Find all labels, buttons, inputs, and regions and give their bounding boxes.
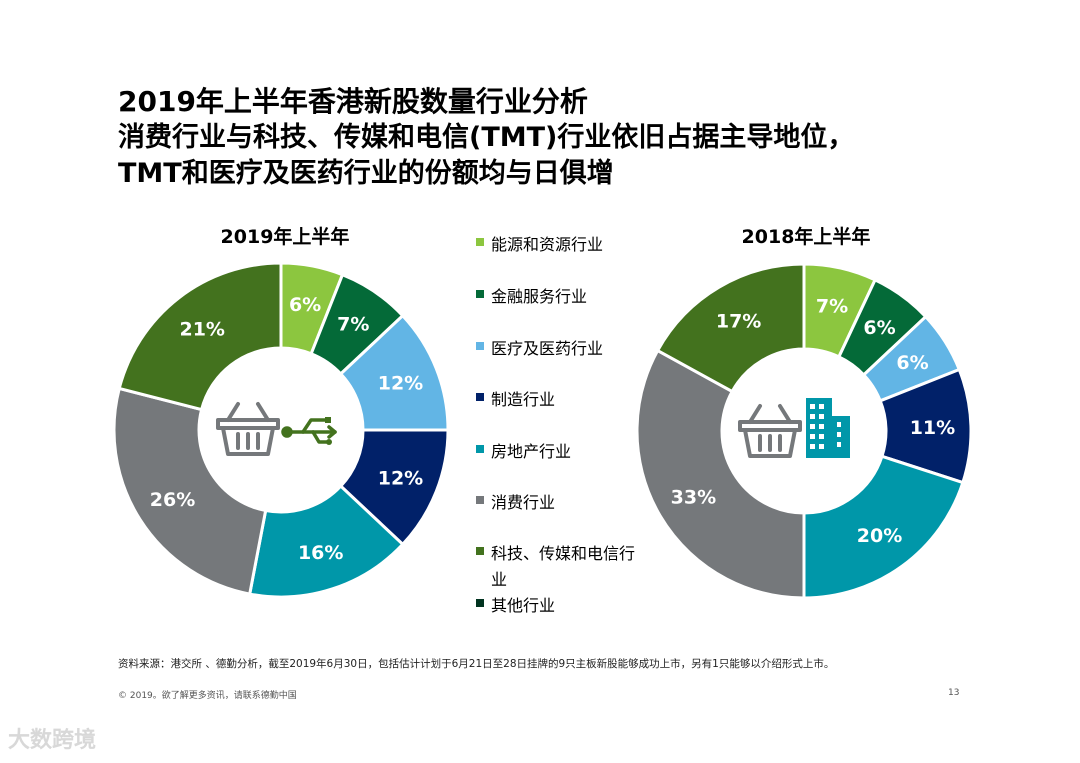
data-label: 20% xyxy=(857,525,902,547)
data-label: 33% xyxy=(671,486,716,508)
title-block: 2019年上半年香港新股数量行业分析 消费行业与科技、传媒和电信(TMT)行业依… xyxy=(118,84,854,192)
legend-label: 科技、传媒和电信行业 xyxy=(491,544,636,589)
donut-hole xyxy=(723,350,885,512)
data-label: 21% xyxy=(179,318,224,340)
pie-slice-tmt xyxy=(117,261,283,412)
legend-label: 制造行业 xyxy=(491,390,556,409)
legend-label: 金融服务行业 xyxy=(491,287,588,306)
legend-swatch xyxy=(476,496,484,504)
chart-title-2019: 2019年上半年 xyxy=(220,226,350,248)
pie-slice-consumer xyxy=(635,348,806,600)
page-subtitle-line1: 消费行业与科技、传媒和电信(TMT)行业依旧占据主导地位， xyxy=(118,122,855,153)
data-label: 26% xyxy=(150,489,195,511)
legend-swatch xyxy=(476,290,484,298)
pie-chart-2018: 7% 6%6% 11% 20% 33% 17% xyxy=(635,262,973,600)
pie-slice-realestate xyxy=(247,484,405,599)
legend-label: 其他行业 xyxy=(491,596,556,615)
chart-title-2018: 2018年上半年 xyxy=(741,226,871,248)
data-label: 6% xyxy=(289,294,321,316)
basket-icon xyxy=(216,402,280,456)
data-label: 6% xyxy=(863,317,895,339)
data-label: 7% xyxy=(816,296,848,318)
basket-icon xyxy=(738,404,802,458)
pie-slice-consumer xyxy=(112,386,268,596)
data-label: 7% xyxy=(337,314,369,336)
page-subtitle-line2: TMT和医疗及医药行业的份额均与日俱增 xyxy=(118,158,614,189)
page-number: 13 xyxy=(948,688,960,698)
footer-copyright: © 2019。欲了解更多资讯，请联系德勤中国 xyxy=(118,691,297,701)
pie-slice-tmt xyxy=(655,262,806,394)
legend-label: 消费行业 xyxy=(491,493,556,512)
watermark: 大数跨境 xyxy=(8,728,97,753)
page-title: 2019年上半年香港新股数量行业分析 xyxy=(118,85,588,118)
pie-chart-2019: 6% 7% 12% 12% 16% 26% 21% xyxy=(112,261,450,599)
data-label: 6% xyxy=(896,352,928,374)
legend-swatch xyxy=(476,547,484,555)
data-label: 16% xyxy=(298,542,343,564)
legend-swatch xyxy=(476,445,484,453)
data-label: 12% xyxy=(378,373,423,395)
usb-icon xyxy=(281,417,337,445)
legend-label: 能源和资源行业 xyxy=(491,235,604,254)
legend-swatch xyxy=(476,342,484,350)
donut-hole xyxy=(200,349,362,511)
data-label: 12% xyxy=(378,467,423,489)
data-label: 17% xyxy=(716,310,761,332)
legend-label: 房地产行业 xyxy=(491,442,572,461)
legend-swatch xyxy=(476,238,484,246)
data-label: 11% xyxy=(910,417,955,439)
pie-slice-realestate xyxy=(802,454,965,600)
legend-label: 医疗及医药行业 xyxy=(491,339,604,358)
source-note: 资料来源：港交所 、德勤分析，截至2019年6月30日，包括估计计划于6月21日… xyxy=(118,658,835,670)
legend-swatch xyxy=(476,393,484,401)
building-icon xyxy=(806,398,850,458)
legend-swatch xyxy=(476,599,484,607)
